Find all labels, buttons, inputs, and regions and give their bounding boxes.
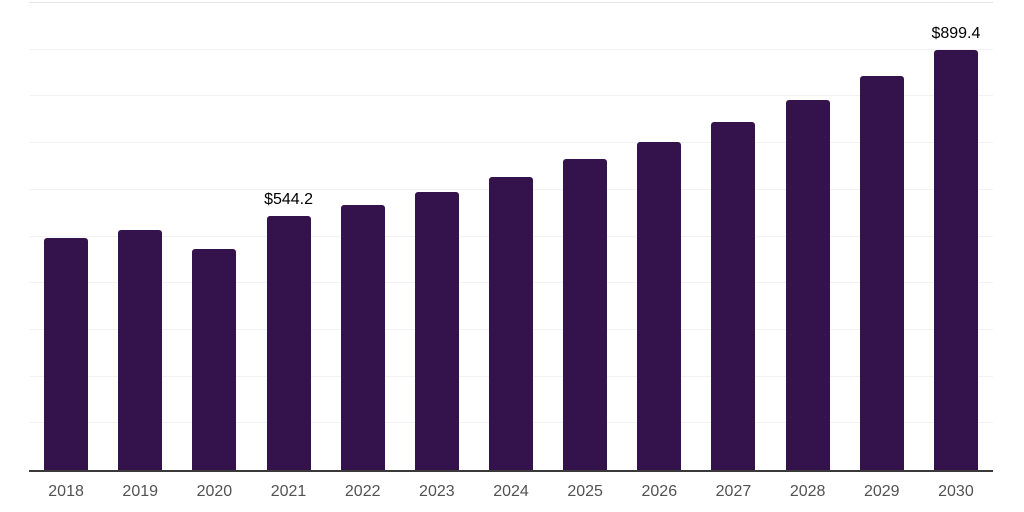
x-axis-label-2022: 2022 <box>344 483 381 500</box>
bar-2030 <box>933 49 978 470</box>
x-axis-label-2023: 2023 <box>419 483 455 500</box>
x-axis-label-2024: 2024 <box>493 483 529 500</box>
bar-2019 <box>118 229 163 470</box>
gridline <box>29 48 993 50</box>
x-axis-label-2026: 2026 <box>641 483 678 500</box>
bar-2028 <box>785 100 830 470</box>
gridline <box>29 95 993 97</box>
x-axis-label-2027: 2027 <box>715 483 752 500</box>
x-axis-label-2025: 2025 <box>567 483 603 500</box>
bar-2021 <box>266 215 311 470</box>
bar-2024 <box>489 177 533 470</box>
bar-2020 <box>192 249 237 470</box>
x-axis-label-2021: 2021 <box>270 483 307 500</box>
bar-value-label-2021: $544.2 <box>264 190 313 208</box>
bar-2023 <box>414 192 459 470</box>
x-axis-label-2018: 2018 <box>48 483 84 500</box>
x-axis-label-2029: 2029 <box>863 483 900 500</box>
x-axis-label-2028: 2028 <box>789 483 826 500</box>
bar-2022 <box>340 205 385 470</box>
gridline <box>29 142 993 144</box>
x-axis-label-2020: 2020 <box>196 483 233 500</box>
bar-2027 <box>711 122 756 470</box>
bar-2026 <box>637 142 682 470</box>
bar-value-label-2030: $899.4 <box>931 24 981 42</box>
bar-2025 <box>563 158 608 470</box>
x-axis: 2018 2019 2020 2021 2022 2023 2024 2025 2026 2027… <box>29 484 993 504</box>
x-axis-label-2019: 2019 <box>122 483 159 500</box>
bar-2029 <box>859 75 904 470</box>
x-axis-label-2030: 2030 <box>938 483 974 500</box>
plot-area: $544.2 $899.4 <box>29 2 993 472</box>
bar-2018 <box>44 237 89 470</box>
